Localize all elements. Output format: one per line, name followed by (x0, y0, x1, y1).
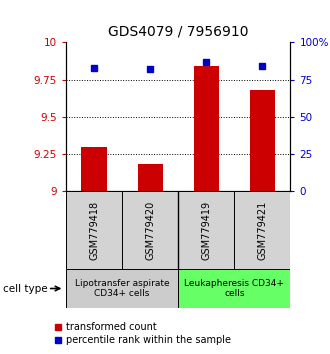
Bar (66, 269, 178, 308)
Bar (234, 191, 290, 269)
Bar (178, 191, 234, 269)
Bar (122, 191, 178, 269)
Text: GSM779420: GSM779420 (145, 200, 155, 260)
Bar (138, 164, 163, 191)
Text: GSM779419: GSM779419 (201, 200, 211, 260)
Title: GDS4079 / 7956910: GDS4079 / 7956910 (108, 24, 248, 39)
Legend: transformed count, percentile rank within the sample: transformed count, percentile rank withi… (51, 319, 235, 349)
Text: cell type: cell type (3, 284, 48, 293)
Bar (178, 269, 290, 308)
Bar (66, 191, 122, 269)
Text: Lipotransfer aspirate
CD34+ cells: Lipotransfer aspirate CD34+ cells (75, 279, 169, 298)
Bar (250, 90, 275, 191)
Text: Leukapheresis CD34+
cells: Leukapheresis CD34+ cells (184, 279, 284, 298)
Text: GSM779421: GSM779421 (257, 200, 267, 260)
Text: GSM779418: GSM779418 (89, 200, 99, 260)
Bar (194, 66, 219, 191)
Bar (82, 147, 107, 191)
